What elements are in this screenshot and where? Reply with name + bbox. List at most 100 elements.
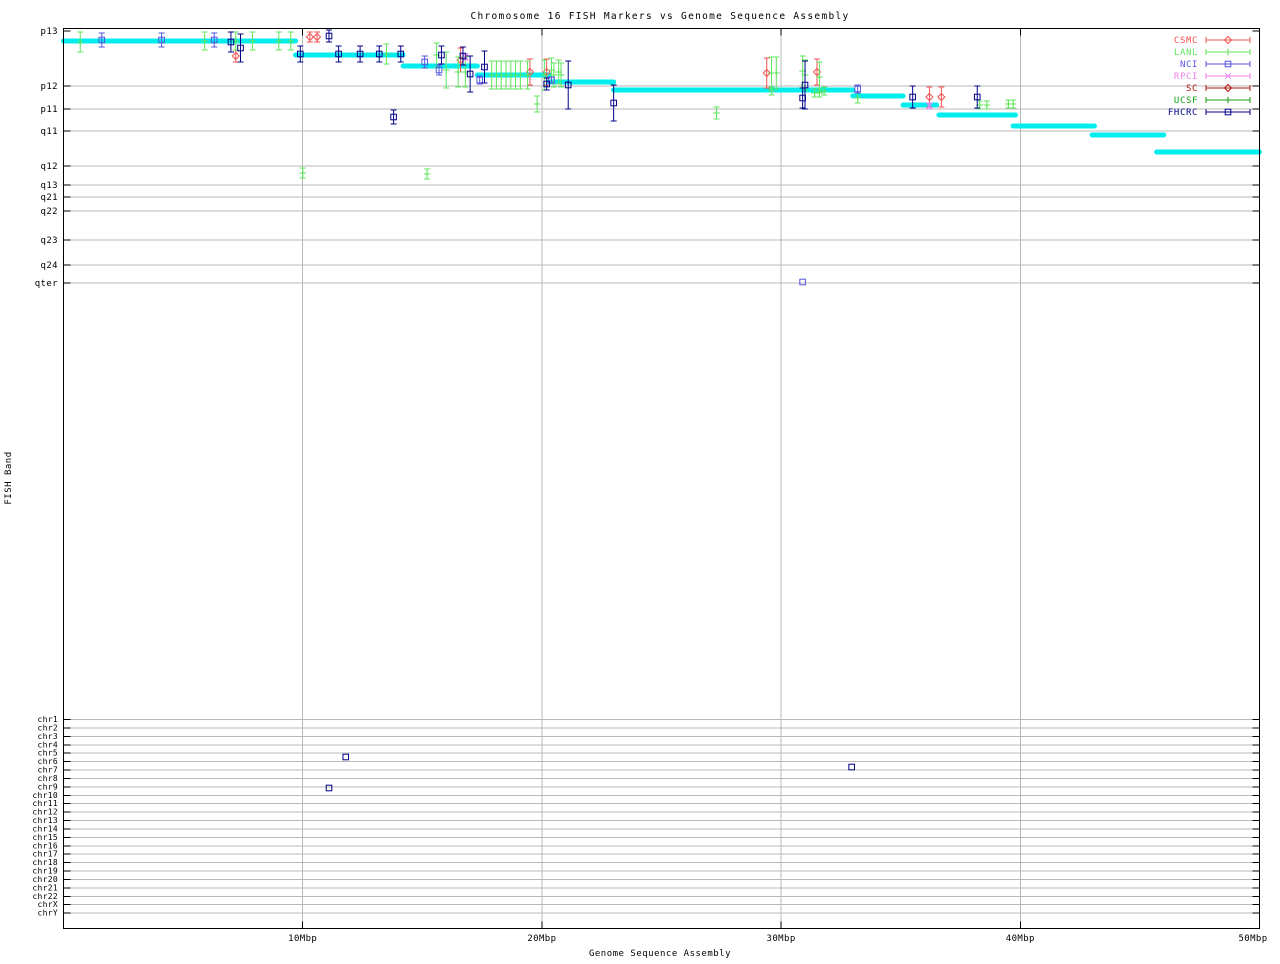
legend-label: FHCRC [1168, 108, 1198, 118]
marker-diamond [305, 32, 315, 42]
marker-square [909, 93, 916, 101]
legend: CSMC LANL NCI RPCI SC UCSF FHCRC [1168, 35, 1251, 118]
chr-tick-label: chr14 [32, 825, 58, 834]
marker-square [564, 81, 572, 89]
y-tick-label: q24 [41, 261, 58, 271]
marker-square [854, 85, 861, 93]
data-point-NCI [421, 55, 428, 69]
data-point-LANL [201, 31, 209, 51]
marker-square [548, 76, 555, 84]
data-point-NCI [799, 278, 806, 286]
data-point-LANL [772, 56, 780, 90]
data-point-FHCRC [325, 29, 333, 43]
marker-square [799, 278, 806, 286]
marker-square [610, 99, 617, 107]
data-point-FHCRC [335, 45, 342, 63]
data-point-FHCRC [973, 85, 981, 109]
marker-square [466, 70, 474, 78]
legend-item-fhcrc: FHCRC [1168, 108, 1251, 118]
legend-item-sc: SC [1186, 83, 1251, 94]
y-tick-label: p11 [41, 105, 58, 115]
legend-label: RPCI [1174, 72, 1198, 82]
marker-diamond [762, 68, 771, 78]
marker-square [1224, 108, 1232, 116]
data-point-FHCRC [848, 763, 855, 771]
chr-tick-label: chr7 [38, 766, 58, 775]
y-tick-label: q13 [41, 181, 58, 191]
data-point-FHCRC [237, 33, 244, 63]
data-point-LANL [524, 60, 531, 90]
plot-border [63, 28, 1260, 929]
legend-label: NCI [1180, 60, 1198, 70]
data-point-LANL [713, 106, 720, 120]
data-point-FHCRC [564, 60, 572, 110]
data-point-LANL [423, 168, 431, 180]
marker-cross [1224, 72, 1232, 80]
chr-tick-label: chr22 [32, 892, 58, 901]
x-tick-label: 50Mbp [1238, 934, 1267, 944]
marker-square [210, 36, 218, 44]
data-point-CSMC [937, 86, 946, 108]
data-point-FHCRC [297, 45, 304, 63]
marker-square [325, 784, 333, 792]
marker-diamond [231, 51, 240, 61]
legend-item-csmc: CSMC [1174, 35, 1251, 46]
tick-label-layer: 10Mbp 20Mbp 30Mbp 40Mbp 50Mbp p13 p12 p11 q11 q12… [32, 27, 1267, 944]
data-point-FHCRC [459, 46, 467, 66]
data-point-LANL [983, 100, 991, 110]
x-axis-label: Genome Sequence Assembly [589, 949, 731, 959]
axes-frame-layer [63, 28, 1260, 929]
data-point-FHCRC [438, 45, 445, 65]
data-point-FHCRC [325, 784, 333, 792]
data-point-NCI [158, 32, 165, 48]
marker-diamond [312, 32, 322, 42]
marker-square [973, 93, 981, 101]
y-tick-label: q12 [41, 162, 58, 172]
chr-tick-label: chr10 [32, 791, 58, 800]
chr-tick-label: chr15 [32, 833, 58, 842]
data-point-LANL [820, 86, 828, 96]
data-point-NCI [854, 84, 861, 94]
data-point-FHCRC [397, 45, 405, 63]
data-point-layer [76, 29, 1017, 792]
y-tick-label: q22 [41, 207, 58, 217]
data-point-NCI [98, 32, 106, 48]
y-tick-label: q11 [41, 127, 58, 137]
chr-tick-label: chrX [38, 900, 58, 909]
chr-tick-label: chr4 [38, 740, 58, 749]
marker-square [397, 50, 405, 58]
chr-tick-label: chr9 [38, 782, 58, 791]
assembly-step-line-layer [61, 38, 1262, 155]
data-point-FHCRC [356, 45, 364, 63]
legend-item-ucsf: UCSF [1174, 96, 1251, 106]
x-tick-label: 40Mbp [1006, 934, 1035, 944]
marker-square [481, 63, 488, 71]
data-point-LANL [557, 62, 565, 88]
legend-item-rpci: RPCI [1174, 72, 1251, 82]
data-point-CSMC [312, 31, 322, 43]
chart-title: Chromosome 16 FISH Markers vs Genome Seq… [470, 11, 849, 22]
data-point-LANL [815, 88, 823, 98]
marker-square [98, 36, 106, 44]
data-point-LANL [287, 31, 295, 51]
marker-square [799, 94, 806, 102]
x-tick-label: 10Mbp [288, 934, 317, 944]
marker-cross [926, 102, 933, 110]
data-point-FHCRC [466, 55, 474, 93]
y-tick-label: q23 [41, 236, 58, 246]
y-tick-label: p12 [41, 82, 58, 92]
chr-tick-label: chr16 [32, 841, 58, 850]
data-point-LANL [533, 95, 541, 113]
marker-square [543, 80, 550, 88]
legend-label: SC [1186, 84, 1198, 94]
marker-square [438, 51, 445, 59]
data-point-FHCRC [342, 753, 350, 761]
data-point-NCI [435, 64, 443, 76]
marker-square [227, 38, 235, 46]
data-point-LANL [1009, 99, 1017, 109]
data-point-LANL [768, 86, 775, 96]
chr-tick-label: chr2 [38, 723, 58, 732]
grid-layer [63, 28, 1260, 929]
data-point-FHCRC [799, 87, 806, 109]
y-tick-label: qter [35, 279, 58, 289]
